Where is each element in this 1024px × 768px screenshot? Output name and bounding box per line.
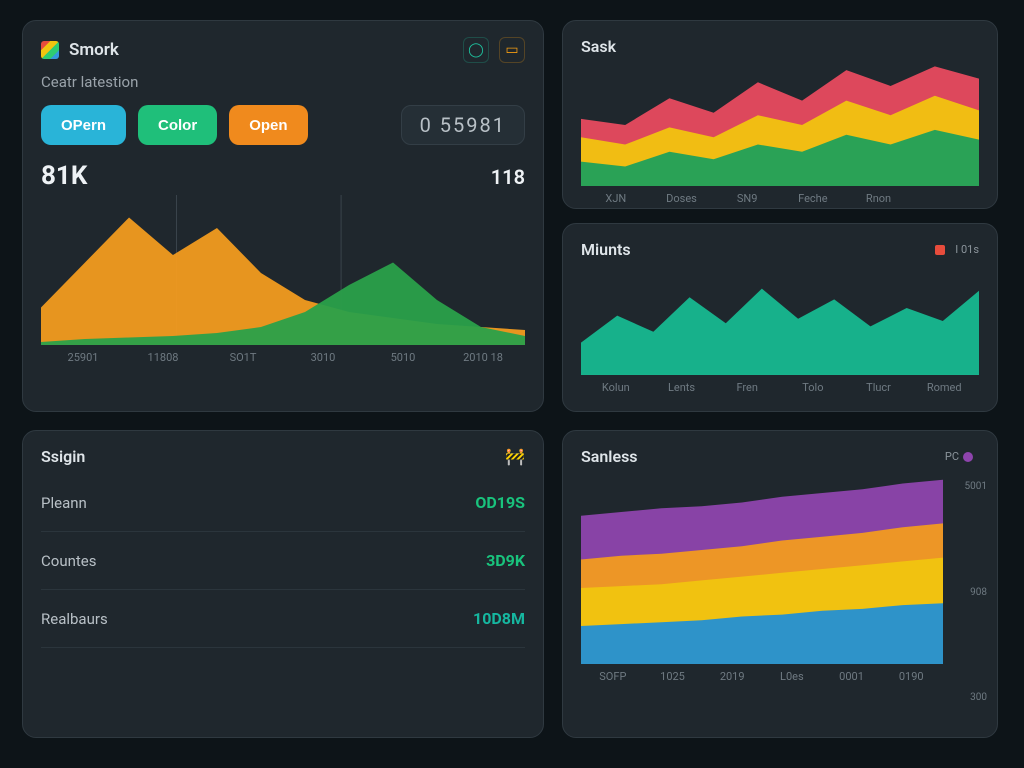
list-item[interactable]: Countes 3D9K [41,532,525,590]
list-item-value: 3D9K [486,551,525,570]
btn-open[interactable]: Open [229,105,307,145]
panel-sanless: Sanless PC 5001908300 SOFP10252019L0es00… [562,430,998,738]
app-logo-icon [41,41,59,59]
list-item-label: Realbaurs [41,610,108,628]
button-row: OPern Color Open 0 55981 [41,105,525,145]
miunts-legend: I 01s [935,243,979,256]
list-item-value: 10D8M [473,609,525,628]
overview-area-chart [41,195,525,345]
overview-xaxis: 2590111808SO1T301050102010 18 [41,351,525,364]
btn-color[interactable]: Color [138,105,217,145]
header-icon-b[interactable]: ▭ [499,37,525,63]
sask-xaxis: XJNDosesSN9FecheRnon [581,192,979,205]
ssigin-list: Pleann OD19S Countes 3D9K Realbaurs 10D8M [41,474,525,648]
list-item-label: Pleann [41,494,87,512]
list-item-label: Countes [41,552,96,570]
list-item-value: OD19S [475,493,525,512]
ssigin-title: Ssigin [41,447,85,466]
construction-icon: 🚧 [505,447,525,466]
sanless-badge: PC [945,450,979,463]
panel-ssigin: Ssigin 🚧 Pleann OD19S Countes 3D9K Realbaurs… [22,430,544,738]
sask-stacked-chart [581,64,979,186]
miunts-area-chart [581,267,979,375]
sanless-stacked-chart [581,474,943,664]
sanless-xaxis: SOFP10252019L0es00010190 [581,670,943,683]
panel-overview: Smork ◯ ▭ Ceatr latestion OPern Color Op… [22,20,544,412]
sanless-yaxis: 5001908300 [965,481,987,703]
stat-right: 118 [491,165,525,189]
list-item[interactable]: Pleann OD19S [41,474,525,532]
panel-miunts: Miunts I 01s KolunLentsFrenToloTlucrRome… [562,223,998,412]
counter-display: 0 55981 [401,105,525,145]
miunts-xaxis: KolunLentsFrenToloTlucrRomed [581,381,979,394]
app-title: Smork [69,40,119,60]
stat-left: 81K [41,161,87,191]
header-icon-a[interactable]: ◯ [463,37,489,63]
panel-subtitle: Ceatr latestion [41,73,525,91]
sanless-title: Sanless [581,447,638,466]
panel-sask: Sask XJNDosesSN9FecheRnon [562,20,998,209]
list-item[interactable]: Realbaurs 10D8M [41,590,525,648]
sask-title: Sask [581,37,616,56]
miunts-title: Miunts [581,240,631,259]
btn-opern[interactable]: OPern [41,105,126,145]
